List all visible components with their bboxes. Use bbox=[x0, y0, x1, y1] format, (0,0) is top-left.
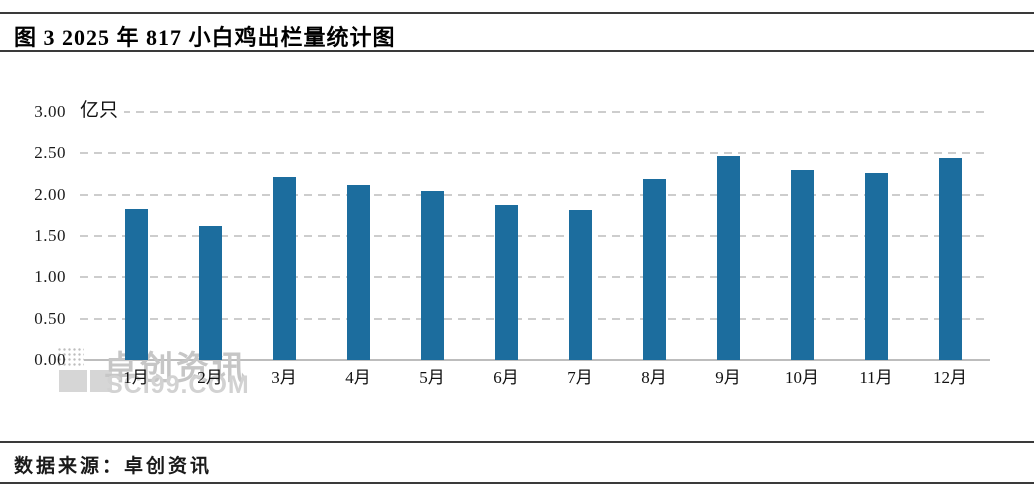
x-axis-label: 8月 bbox=[641, 368, 667, 387]
gridline bbox=[80, 317, 990, 320]
x-axis-label: 5月 bbox=[419, 368, 445, 387]
footer-divider-line bbox=[0, 441, 1034, 443]
data-source-note: 数据来源：卓创资讯 bbox=[14, 456, 213, 477]
y-axis-tick-label: 0.50 bbox=[34, 308, 66, 328]
bar-5月 bbox=[420, 190, 444, 360]
gridline bbox=[80, 110, 990, 113]
bar-12月 bbox=[938, 158, 962, 360]
gridline bbox=[80, 193, 990, 196]
x-axis-label: 2月 bbox=[197, 368, 223, 387]
y-axis-tick-label: 1.00 bbox=[34, 267, 66, 287]
bar-11月 bbox=[864, 173, 888, 360]
bar-3月 bbox=[272, 177, 296, 360]
bottom-divider-line bbox=[0, 482, 1034, 484]
title-divider-line bbox=[0, 50, 1034, 52]
x-axis-label: 12月 bbox=[933, 368, 967, 387]
x-axis-line bbox=[78, 358, 990, 361]
bar-7月 bbox=[568, 209, 592, 360]
x-axis-label: 11月 bbox=[859, 368, 893, 387]
bar-6月 bbox=[494, 205, 518, 360]
y-axis-tick-label: 2.50 bbox=[34, 143, 66, 163]
y-axis-tick-label: 2.00 bbox=[34, 184, 66, 204]
bar-10月 bbox=[790, 169, 814, 360]
x-axis-label: 1月 bbox=[123, 368, 149, 387]
y-axis-tick-label: 3.00 bbox=[34, 101, 66, 121]
x-axis-label: 7月 bbox=[567, 368, 593, 387]
gridline bbox=[80, 152, 990, 155]
watermark-logo-square bbox=[59, 370, 87, 392]
bar-9月 bbox=[716, 155, 740, 360]
bar-4月 bbox=[346, 184, 370, 360]
bar-1月 bbox=[124, 208, 148, 360]
x-axis-label: 10月 bbox=[785, 368, 819, 387]
y-axis-tick-label: 0.00 bbox=[34, 350, 66, 369]
x-axis-label: 6月 bbox=[493, 368, 519, 387]
top-divider-line bbox=[0, 12, 1034, 14]
gridline bbox=[80, 234, 990, 237]
x-axis-label: 9月 bbox=[715, 368, 741, 387]
x-axis-label: 3月 bbox=[271, 368, 297, 387]
y-axis-tick-label: 1.50 bbox=[34, 225, 66, 245]
bar-2月 bbox=[198, 226, 222, 360]
figure-title: 图 3 2025 年 817 小白鸡出栏量统计图 bbox=[14, 25, 396, 50]
bar-8月 bbox=[642, 178, 666, 360]
gridline bbox=[80, 276, 990, 279]
y-axis-unit-label: 亿只 bbox=[80, 100, 125, 124]
x-axis-label: 4月 bbox=[345, 368, 371, 387]
